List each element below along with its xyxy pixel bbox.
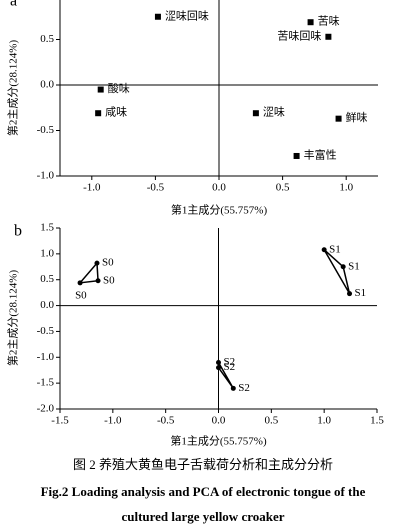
point (95, 278, 101, 284)
x-tick-label: 0.5 (264, 415, 278, 427)
group-outline (323, 249, 351, 295)
point (95, 110, 102, 117)
group-outline (217, 359, 234, 389)
point (216, 365, 221, 371)
point (77, 280, 83, 286)
y-tick-label: 0.5 (40, 273, 54, 285)
point (307, 19, 314, 26)
point (252, 110, 259, 117)
caption-en: Fig.2 Loading analysis and PCA of electr… (41, 484, 366, 499)
point (335, 115, 342, 122)
y-tick-label: -0.5 (37, 325, 55, 337)
point-label: 苦味 (318, 15, 340, 28)
y-tick-label: 1.5 (40, 222, 54, 234)
y-axis-title: 第2主成分(28.124%) (6, 40, 20, 137)
point (97, 86, 104, 93)
point-label: S0 (102, 257, 114, 269)
y-tick-label: -0.5 (37, 124, 55, 136)
point-label: S2 (238, 382, 250, 394)
group-outline (78, 261, 99, 284)
caption-en: cultured large yellow croaker (121, 509, 284, 524)
x-tick-label: -1.0 (104, 415, 122, 427)
y-tick-label: -1.0 (37, 170, 55, 182)
panel-label: b (14, 223, 22, 240)
point (347, 291, 353, 297)
y-tick-label: -1.5 (37, 377, 55, 389)
point-label: S1 (329, 243, 341, 255)
x-tick-label: 1.0 (317, 415, 331, 427)
point (321, 247, 327, 253)
point-label: 咸味 (105, 106, 127, 119)
x-tick-label: -0.5 (147, 182, 165, 194)
point (216, 359, 221, 365)
x-tick-label: -1.0 (83, 182, 101, 194)
point-label: S2 (224, 356, 236, 368)
y-tick-label: 0.0 (40, 299, 54, 311)
point (293, 152, 300, 159)
x-tick-label: -1.5 (51, 415, 69, 427)
x-tick-label: 0.5 (276, 182, 290, 194)
x-tick-label: 1.5 (370, 415, 384, 427)
point (94, 260, 100, 266)
panel-label: a (10, 0, 17, 10)
y-tick-label: 0.5 (40, 33, 54, 45)
point-label: 苦味回味 (277, 29, 321, 42)
x-tick-label: 1.0 (339, 182, 353, 194)
point (340, 264, 346, 270)
point-label: 涩味 (263, 106, 285, 119)
y-tick-label: -2.0 (37, 403, 55, 415)
point-label: S2 (224, 361, 236, 373)
x-tick-label: -0.5 (157, 415, 175, 427)
point-label: S0 (75, 289, 87, 301)
point (230, 385, 236, 391)
point-label: 鲜味 (346, 110, 368, 124)
y-tick-label: 0.0 (40, 79, 54, 91)
point-label: 涩味回味 (165, 9, 209, 22)
x-tick-label: 0.0 (212, 182, 226, 194)
point (154, 13, 161, 20)
x-axis-title: 第1主成分(55.757%) (170, 434, 267, 448)
caption-cn: 图 2 养殖大黄鱼电子舌载荷分析和主成分分析 (73, 457, 333, 472)
point (325, 33, 332, 40)
x-axis-title: 第1主成分(55.757%) (171, 203, 268, 217)
point-label: 丰富性 (304, 148, 337, 162)
point-label: 酸味 (108, 81, 130, 95)
point-label: S1 (355, 287, 367, 299)
x-tick-label: 0.0 (212, 415, 226, 427)
y-tick-label: -1.0 (37, 351, 55, 363)
y-tick-label: 1.0 (40, 247, 54, 259)
point-label: S1 (348, 260, 360, 272)
y-axis-title: 第2主成分(28.124%) (6, 270, 20, 367)
point-label: S0 (103, 274, 115, 286)
